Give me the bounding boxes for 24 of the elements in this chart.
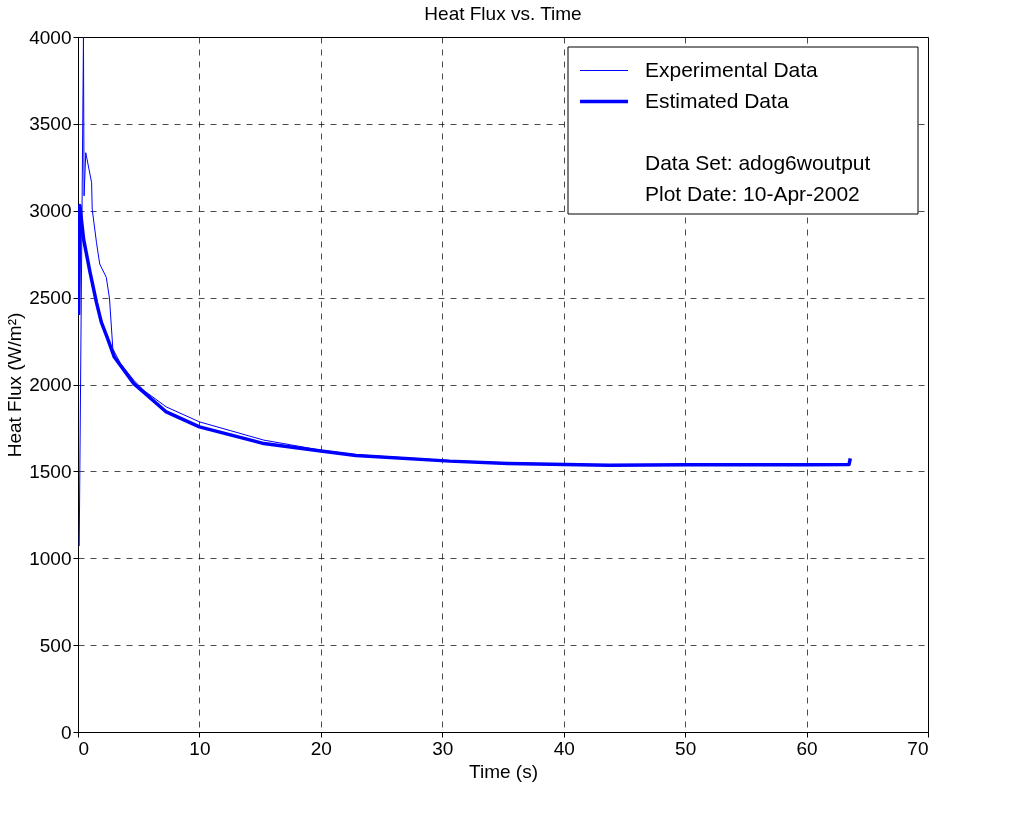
x-tick-label: 10 bbox=[189, 737, 211, 759]
legend-label: Experimental Data bbox=[645, 57, 819, 81]
annotation: Data Set: adog6woutput bbox=[645, 150, 871, 174]
y-tick-label: 1500 bbox=[29, 460, 72, 482]
y-tick-label: 2500 bbox=[29, 287, 72, 309]
x-tick-label: 20 bbox=[310, 737, 332, 759]
x-tick-label: 40 bbox=[553, 737, 575, 759]
x-tick-label: 70 bbox=[907, 737, 929, 759]
y-tick-label: 2000 bbox=[29, 374, 72, 395]
x-axis-title: Time (s) bbox=[469, 760, 538, 782]
y-tick-label: 3000 bbox=[29, 200, 72, 222]
y-tick-label: 4000 bbox=[29, 26, 72, 48]
annotation: Plot Date: 10-Apr-2002 bbox=[645, 181, 860, 205]
x-tick-label: 0 bbox=[78, 737, 90, 759]
legend-label: Estimated Data bbox=[645, 88, 789, 112]
x-tick-label: 30 bbox=[432, 737, 454, 759]
x-tick-label: 50 bbox=[675, 737, 697, 759]
y-tick-label: 1000 bbox=[29, 547, 72, 569]
y-tick-label: 0 bbox=[60, 721, 72, 743]
y-tick-label: 3500 bbox=[29, 113, 72, 135]
x-tick-label: 60 bbox=[796, 737, 818, 759]
y-axis-title: Heat Flux (W/m²) bbox=[4, 312, 26, 458]
y-tick-label: 500 bbox=[39, 634, 72, 656]
chart-title: Heat Flux vs. Time bbox=[424, 3, 582, 24]
